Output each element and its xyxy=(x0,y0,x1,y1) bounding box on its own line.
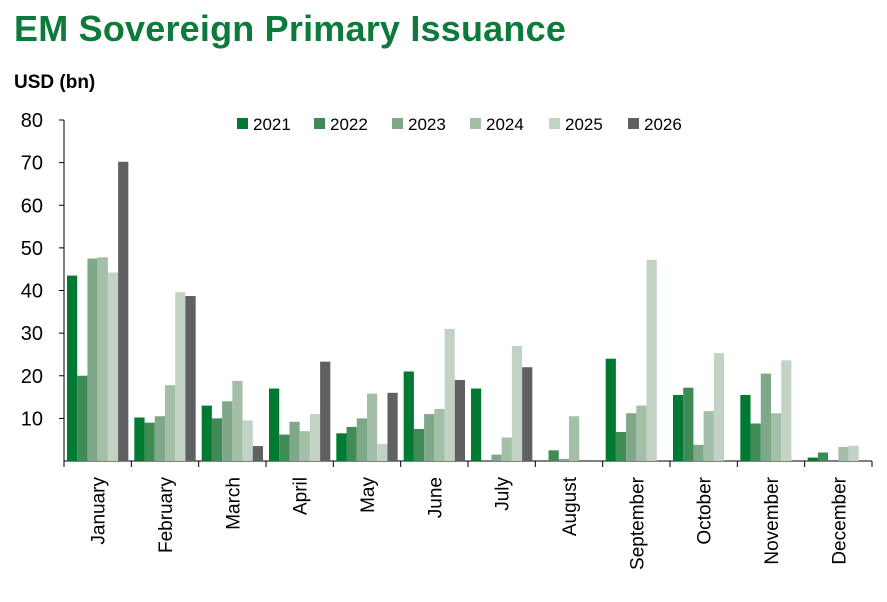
bar-2024-june xyxy=(434,409,445,461)
y-tick-label: 10 xyxy=(21,408,43,430)
bar-2021-april xyxy=(269,388,280,461)
bar-2025-june xyxy=(444,328,455,461)
x-tick-label: June xyxy=(425,477,446,518)
bar-2022-february xyxy=(144,422,155,461)
bar-2021-december xyxy=(807,457,818,461)
bar-2022-december xyxy=(817,452,829,461)
bar-2025-december xyxy=(848,445,859,461)
bar-2024-november xyxy=(771,413,782,461)
legend-swatch-2024 xyxy=(470,118,481,129)
x-tick-label: August xyxy=(560,476,581,536)
bar-2023-march xyxy=(222,401,233,461)
bar-2023-august xyxy=(558,458,569,461)
bar-2025-november xyxy=(781,360,792,461)
bar-2026-july xyxy=(522,367,533,461)
bar-2023-april xyxy=(289,421,300,461)
x-tick-label: January xyxy=(89,477,110,545)
bar-2024-may xyxy=(367,393,378,461)
x-tick-label: November xyxy=(762,476,783,564)
bar-2021-october xyxy=(673,394,684,461)
bar-2022-march xyxy=(211,418,223,462)
bar-2025-october xyxy=(713,353,725,461)
bar-2024-august xyxy=(569,416,580,461)
legend-swatch-2023 xyxy=(392,118,403,129)
x-tick-label: July xyxy=(493,477,514,511)
bar-2024-december xyxy=(838,446,849,461)
y-tick-label: 80 xyxy=(21,110,43,132)
legend-swatch-2026 xyxy=(628,118,639,129)
y-axis-label: USD (bn) xyxy=(14,72,96,93)
bar-2022-june xyxy=(413,429,425,461)
bar-2022-january xyxy=(77,375,88,461)
legend-label-2026: 2026 xyxy=(644,115,682,134)
bar-2022-august xyxy=(548,450,559,461)
bar-2022-october xyxy=(683,387,694,461)
bar-2025-january xyxy=(107,272,119,461)
bar-2022-may xyxy=(346,426,357,461)
x-tick-label: April xyxy=(291,477,312,515)
bar-2021-july xyxy=(471,388,482,461)
bar-2026-march xyxy=(252,446,263,461)
bar-2023-july xyxy=(491,454,502,461)
bar-2023-may xyxy=(356,418,367,462)
bar-2024-february xyxy=(165,385,176,461)
bar-2021-january xyxy=(67,275,78,461)
x-tick-label: March xyxy=(223,477,244,530)
bar-2021-february xyxy=(134,417,145,461)
legend-label-2023: 2023 xyxy=(408,115,446,134)
bar-2024-april xyxy=(299,431,310,461)
bar-2026-june xyxy=(454,380,465,461)
bar-2021-may xyxy=(336,433,347,461)
bar-2025-may xyxy=(377,443,388,461)
legend-label-2022: 2022 xyxy=(330,115,368,134)
bar-2026-may xyxy=(387,392,398,461)
y-tick-label: 20 xyxy=(21,366,43,388)
bar-2021-september xyxy=(605,358,616,461)
x-tick-label: September xyxy=(627,476,648,570)
bar-2024-september xyxy=(636,405,647,461)
bar-2023-june xyxy=(424,414,435,461)
bar-2021-november xyxy=(740,394,751,461)
y-tick-label: 60 xyxy=(21,195,43,217)
x-tick-label: May xyxy=(358,477,379,513)
bar-2024-march xyxy=(232,380,243,461)
y-tick-label: 50 xyxy=(21,238,43,260)
bar-2024-january xyxy=(97,257,108,461)
bar-2023-february xyxy=(154,416,165,461)
bar-2026-april xyxy=(320,361,331,461)
legend-swatch-2022 xyxy=(314,118,325,129)
bar-2024-july xyxy=(501,437,512,461)
bar-2023-september xyxy=(626,413,637,461)
bar-2025-september xyxy=(646,259,657,461)
y-tick-label: 70 xyxy=(21,153,43,175)
bar-2025-march xyxy=(242,420,253,461)
chart-title: EM Sovereign Primary Issuance xyxy=(14,8,567,49)
legend-label-2021: 2021 xyxy=(253,115,291,134)
bar-2021-june xyxy=(403,371,414,461)
y-tick-label: 40 xyxy=(21,281,43,303)
legend-label-2024: 2024 xyxy=(486,115,524,134)
legend-label-2025: 2025 xyxy=(565,115,603,134)
bar-2023-october xyxy=(693,444,704,461)
bar-2024-october xyxy=(703,411,714,461)
x-tick-label: December xyxy=(829,476,850,564)
bar-2025-february xyxy=(175,292,186,461)
legend-swatch-2021 xyxy=(237,118,248,129)
bar-2022-september xyxy=(615,432,627,461)
bar-2022-april xyxy=(279,434,290,461)
bar-2022-november xyxy=(750,423,761,461)
bar-2025-april xyxy=(309,414,321,461)
bar-2026-january xyxy=(118,161,129,461)
legend-swatch-2025 xyxy=(549,118,560,129)
bar-2023-january xyxy=(87,258,98,461)
x-tick-label: October xyxy=(695,476,716,544)
y-tick-label: 30 xyxy=(21,323,43,345)
bar-2023-november xyxy=(760,373,771,461)
x-tick-label: February xyxy=(156,477,177,554)
bar-2026-february xyxy=(185,296,196,461)
bar-2025-july xyxy=(511,345,523,461)
bar-2021-march xyxy=(201,405,212,461)
